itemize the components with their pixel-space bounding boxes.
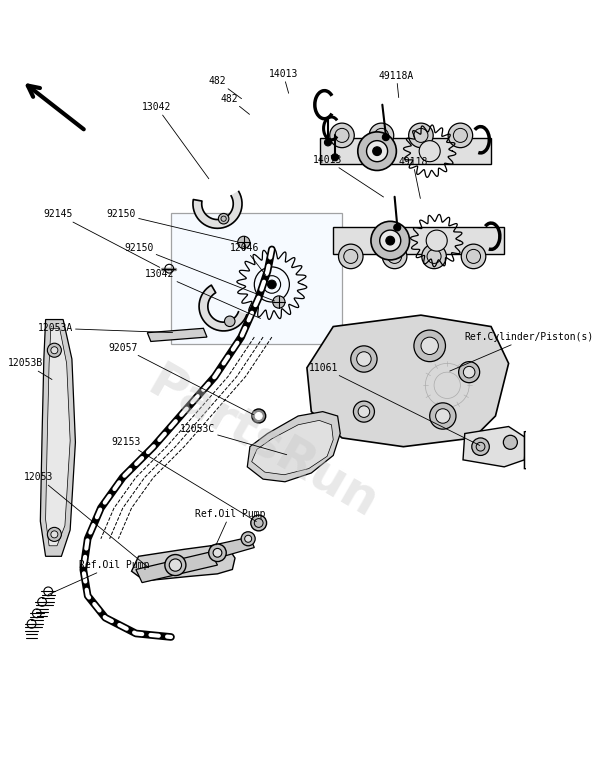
Circle shape <box>331 153 338 161</box>
Polygon shape <box>524 425 589 473</box>
Circle shape <box>409 123 433 148</box>
Circle shape <box>358 132 397 170</box>
Circle shape <box>165 555 186 576</box>
Circle shape <box>380 230 401 251</box>
Circle shape <box>245 536 251 542</box>
Text: 92154: 92154 <box>0 774 1 775</box>
Circle shape <box>382 244 407 269</box>
Text: Ref.Oil Pump: Ref.Oil Pump <box>194 509 265 545</box>
Circle shape <box>268 280 276 289</box>
Circle shape <box>426 230 447 251</box>
Circle shape <box>273 296 285 308</box>
Polygon shape <box>40 319 76 556</box>
Text: 92154: 92154 <box>0 774 1 775</box>
Text: 92153: 92153 <box>111 437 256 522</box>
Circle shape <box>356 352 371 367</box>
Polygon shape <box>193 191 242 229</box>
Circle shape <box>169 559 182 571</box>
Text: 482: 482 <box>209 76 242 98</box>
Circle shape <box>394 224 401 231</box>
Polygon shape <box>136 552 217 583</box>
Text: 13042: 13042 <box>142 102 209 179</box>
Circle shape <box>224 316 235 326</box>
Polygon shape <box>463 426 526 467</box>
Text: 12053C: 12053C <box>179 424 287 455</box>
Circle shape <box>353 401 374 422</box>
Circle shape <box>419 140 440 162</box>
Circle shape <box>503 436 517 450</box>
Polygon shape <box>148 329 207 342</box>
Text: 14013: 14013 <box>269 69 298 93</box>
Circle shape <box>371 222 410 260</box>
Circle shape <box>325 139 331 146</box>
Circle shape <box>414 330 445 362</box>
Text: 92153A: 92153A <box>0 774 1 775</box>
Text: 92150: 92150 <box>124 243 275 301</box>
Circle shape <box>472 438 490 456</box>
Text: 14013: 14013 <box>313 155 383 197</box>
Text: 670: 670 <box>0 774 1 775</box>
Circle shape <box>358 406 370 418</box>
Circle shape <box>255 412 262 419</box>
Polygon shape <box>320 138 491 164</box>
Polygon shape <box>46 329 70 546</box>
Circle shape <box>51 346 58 353</box>
Circle shape <box>338 244 363 269</box>
Circle shape <box>461 244 486 269</box>
Polygon shape <box>131 546 235 580</box>
Text: 49118A: 49118A <box>379 71 414 98</box>
Circle shape <box>369 123 394 148</box>
Circle shape <box>545 440 563 458</box>
Circle shape <box>448 123 473 148</box>
Circle shape <box>51 531 58 538</box>
Circle shape <box>218 213 229 224</box>
Polygon shape <box>171 212 342 344</box>
Text: Ref.Cylinder/Piston(s): Ref.Cylinder/Piston(s) <box>450 332 594 371</box>
Circle shape <box>386 236 395 245</box>
Circle shape <box>538 433 570 465</box>
Polygon shape <box>211 537 254 558</box>
Text: 13042: 13042 <box>145 269 260 319</box>
Text: 92057: 92057 <box>109 343 254 415</box>
Polygon shape <box>199 285 247 331</box>
Text: 12053: 12053 <box>24 473 149 568</box>
Circle shape <box>430 403 456 429</box>
Circle shape <box>238 236 250 249</box>
Text: 92150: 92150 <box>107 209 236 242</box>
Text: 11061: 11061 <box>309 363 480 446</box>
Text: 49118: 49118 <box>398 157 427 198</box>
Circle shape <box>213 549 222 557</box>
Circle shape <box>47 343 61 357</box>
Circle shape <box>421 337 439 354</box>
Polygon shape <box>333 228 504 253</box>
Circle shape <box>330 123 354 148</box>
Text: 12053B: 12053B <box>8 358 52 380</box>
Circle shape <box>551 446 558 453</box>
Circle shape <box>382 133 389 140</box>
Text: 482: 482 <box>221 94 250 115</box>
Circle shape <box>373 146 382 156</box>
Circle shape <box>458 362 479 383</box>
Circle shape <box>367 140 388 162</box>
Text: PartsRun: PartsRun <box>140 357 386 527</box>
Circle shape <box>241 532 255 546</box>
Text: Ref.Oil Pump: Ref.Oil Pump <box>48 560 149 594</box>
Text: 12048: 12048 <box>0 774 1 775</box>
Polygon shape <box>247 412 340 482</box>
Circle shape <box>47 527 61 542</box>
Polygon shape <box>307 315 509 446</box>
Circle shape <box>251 515 266 531</box>
Circle shape <box>251 409 266 423</box>
Circle shape <box>463 367 475 378</box>
Circle shape <box>422 244 446 269</box>
Text: 12053A: 12053A <box>38 323 173 333</box>
Text: 92145: 92145 <box>43 209 160 267</box>
Circle shape <box>351 346 377 372</box>
Polygon shape <box>251 420 333 475</box>
Circle shape <box>436 408 450 423</box>
Circle shape <box>209 544 226 562</box>
Text: 12046: 12046 <box>230 243 266 275</box>
